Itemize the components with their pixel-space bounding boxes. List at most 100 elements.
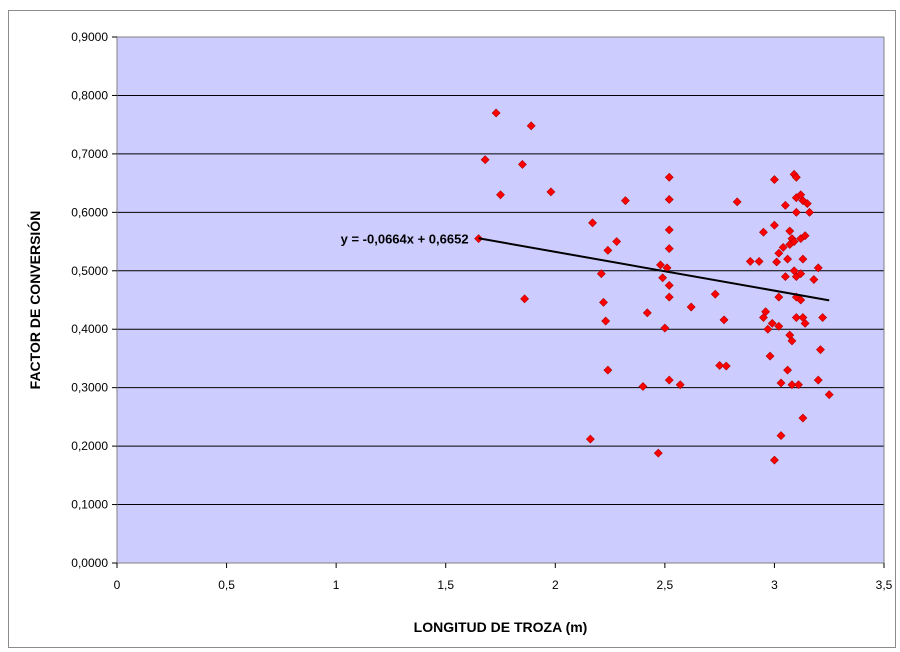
data-point [745,257,755,266]
data-point [517,159,527,169]
data-point [791,172,801,182]
data-point [776,431,786,441]
data-point [802,199,812,208]
data-point [585,434,595,444]
data-point [642,308,652,318]
x-tick-label: 3,5 [876,578,893,592]
data-point [715,361,725,370]
data-point [791,313,801,322]
data-point [588,218,597,228]
data-point [612,237,622,246]
data-point [710,289,720,299]
data-point [658,273,668,283]
data-point [796,269,806,279]
data-point [813,263,823,273]
data-point [783,365,793,375]
y-tick-label: 0,0000 [71,556,108,570]
x-tick-label: 3 [771,578,778,592]
data-point [789,237,799,246]
data-point [496,190,505,200]
data-point [767,318,777,328]
data-point [603,365,613,375]
data-point [791,207,801,217]
y-tick-label: 0,9000 [71,30,108,44]
data-point [780,272,790,282]
data-point [765,351,775,361]
data-point [770,220,779,230]
data-point [818,313,828,322]
data-point [783,254,793,264]
y-axis-title: FACTOR DE CONVERSIÓN [26,211,43,390]
data-point [660,323,670,333]
data-point [774,248,784,258]
data-point [719,315,729,325]
data-point [638,382,648,391]
data-point [787,380,797,390]
y-tick-label: 0,4000 [71,322,108,336]
data-point [664,375,674,385]
data-points [474,108,834,465]
data-point [798,254,808,264]
y-tick-label: 0,2000 [71,439,108,453]
data-point [721,361,731,371]
data-point [520,294,530,304]
tick-labels: 0,0000 0,1000 0,2000 0,3000 0,4000 0,5000 0,60… [71,30,892,592]
data-point [774,292,784,302]
data-point [664,195,674,204]
data-point [774,321,784,331]
data-point [686,302,696,312]
data-point [778,242,788,252]
data-point [824,390,834,400]
x-axis-title: LONGITUD DE TROZA (m) [414,619,588,635]
data-point [664,292,674,302]
x-tick-label: 1,5 [437,578,454,592]
data-point [772,257,782,267]
data-point [761,307,771,317]
data-point [770,455,779,465]
data-point [526,121,536,131]
data-point [664,225,674,235]
data-point [620,196,630,206]
data-point [798,413,808,423]
data-point [770,175,779,185]
data-point [664,244,674,253]
data-point [805,207,814,217]
data-point [664,280,674,290]
y-tick-label: 0,3000 [71,381,108,395]
data-point [480,155,490,165]
data-point [732,197,742,207]
data-point [664,172,674,182]
y-tick-label: 0,5000 [71,264,108,278]
data-point [800,318,810,328]
plot-area [117,37,884,563]
data-point [656,260,665,270]
data-point [800,231,810,241]
data-point [780,200,790,210]
x-tick-label: 2,5 [657,578,674,592]
y-tick-label: 0,6000 [71,205,108,219]
x-tick-label: 2 [552,578,559,592]
data-point [813,375,823,385]
data-point [759,227,768,237]
trendline-equation: y = -0,0664x + 0,6652 [341,231,469,246]
data-point [599,297,608,307]
y-tick-label: 0,8000 [71,88,108,102]
data-point [596,269,606,279]
data-point [601,316,611,326]
data-point [776,378,786,388]
axes [116,36,885,564]
y-tick-label: 0,7000 [71,147,108,161]
x-tick-label: 0 [114,578,121,592]
data-point [763,324,773,334]
data-point [785,226,795,236]
data-point [794,380,803,390]
data-point [796,295,806,305]
data-point [809,275,819,284]
trendline [478,237,830,302]
y-tick-label: 0,1000 [71,498,108,512]
data-point [653,448,663,458]
data-point [491,108,501,118]
data-point [603,245,613,255]
data-point [816,345,825,355]
